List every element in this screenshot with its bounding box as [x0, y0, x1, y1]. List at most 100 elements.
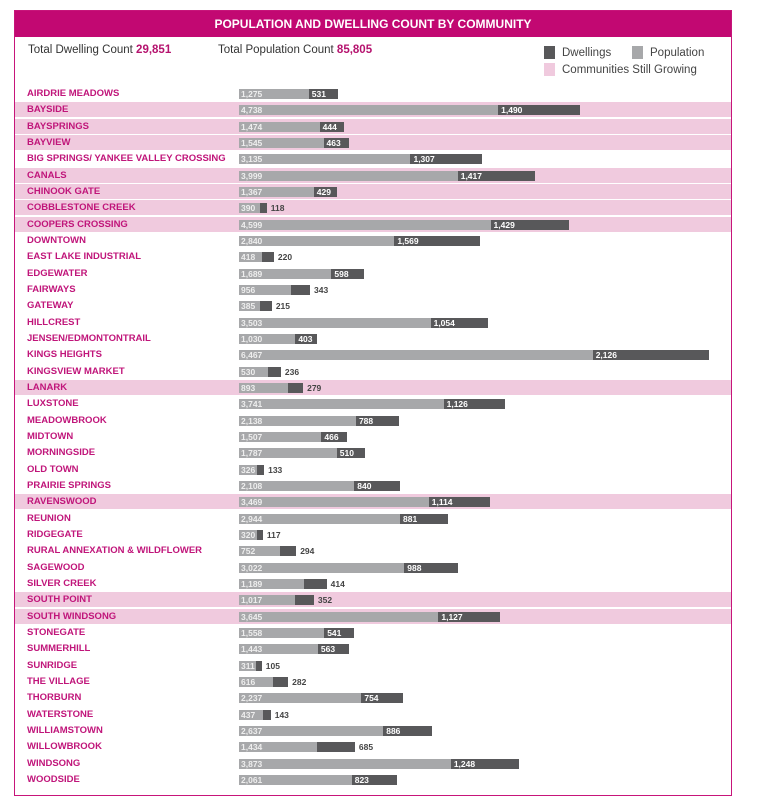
- community-label: WATERSTONE: [27, 708, 94, 720]
- dwellings-bar: 1,127: [438, 611, 500, 622]
- community-label: BAYVIEW: [27, 136, 71, 148]
- population-bar: 1,189: [239, 578, 305, 589]
- population-bar: 3,645: [239, 611, 439, 622]
- chart-row: BAYVIEW 1,545 463: [15, 134, 731, 150]
- chart-row: BIG SPRINGS/ YANKEE VALLEY CROSSING 3,135…: [15, 151, 731, 166]
- population-bar: 1,787: [239, 448, 337, 459]
- chart-row: FAIRWAYS 956 343: [15, 282, 731, 297]
- chart-row: GATEWAY 385 215: [15, 298, 731, 313]
- population-bar: 3,503: [239, 317, 431, 328]
- dwellings-bar: 510: [336, 448, 365, 459]
- community-label: MIDTOWN: [27, 430, 74, 442]
- dwellings-value-label: 685: [358, 742, 374, 753]
- dwellings-bar: 840: [354, 480, 401, 491]
- chart-row: REUNION 2,944 881: [15, 511, 731, 526]
- total-dwelling-count: Total Dwelling Count 29,851: [28, 44, 171, 56]
- chart-row: CHINOOK GATE 1,367 429: [15, 183, 731, 199]
- legend-dwellings: Dwellings: [544, 46, 611, 59]
- chart-row: RAVENSWOOD 3,469 1,114: [15, 494, 731, 510]
- chart-row: DOWNTOWN 2,840 1,569: [15, 233, 731, 248]
- community-label: SOUTH WINDSONG: [27, 610, 117, 622]
- dwellings-bar: 466: [321, 431, 347, 442]
- dwellings-value-label: 118: [270, 203, 285, 214]
- dwellings-bar: 886: [383, 725, 432, 736]
- legend-growing: Communities Still Growing: [544, 63, 697, 76]
- chart-row: MIDTOWN 1,507 466: [15, 429, 731, 444]
- dwellings-bar: 1,248: [450, 758, 520, 769]
- dwellings-bar: 1,114: [428, 497, 490, 508]
- dwellings-bar: 881: [400, 513, 449, 524]
- chart-row: MORNINGSIDE 1,787 510: [15, 445, 731, 460]
- community-label: THE VILLAGE: [27, 675, 90, 687]
- chart-row: WOODSIDE 2,061 823: [15, 772, 731, 787]
- community-label: WILLIAMSTOWN: [27, 724, 103, 736]
- dwellings-bar: [267, 366, 281, 377]
- population-bar: 2,237: [239, 693, 362, 704]
- community-label: HILLCREST: [27, 316, 81, 328]
- chart-row: WILLIAMSTOWN 2,637 886: [15, 723, 731, 738]
- population-bar: 4,738: [239, 105, 499, 116]
- population-bar: 1,275: [239, 89, 309, 99]
- growing-swatch: [544, 63, 555, 76]
- chart-row: BAYSIDE 4,738 1,490: [15, 102, 731, 118]
- community-label: KINGSVIEW MARKET: [27, 365, 125, 377]
- population-bar: 390: [239, 203, 261, 214]
- dwellings-value-label: 117: [266, 529, 281, 540]
- dwellings-bar: 1,417: [457, 170, 536, 181]
- community-label: EAST LAKE INDUSTRIAL: [27, 251, 141, 263]
- community-label: KINGS HEIGHTS: [27, 349, 102, 361]
- dwellings-bar: [260, 203, 267, 214]
- dwellings-bar: 754: [361, 693, 403, 704]
- chart-row: RIDGEGATE 320 117: [15, 527, 731, 542]
- community-label: BAYSPRINGS: [27, 120, 89, 132]
- community-label: RAVENSWOOD: [27, 496, 97, 508]
- population-bar: 530: [239, 366, 268, 377]
- dwellings-value-label: 143: [274, 709, 289, 720]
- dwellings-bar: [256, 660, 262, 671]
- population-bar: 320: [239, 529, 257, 540]
- dwellings-bar: [317, 742, 355, 753]
- community-label: REUNION: [27, 512, 71, 524]
- community-label: BAYSIDE: [27, 104, 69, 116]
- chart-row: RURAL ANNEXATION & WILDFLOWER 752 294: [15, 543, 731, 558]
- community-label: MEADOWBROOK: [27, 414, 107, 426]
- chart-row: COOPERS CROSSING 4,599 1,429: [15, 216, 731, 232]
- dwellings-value-label: 343: [314, 284, 329, 295]
- dwellings-value-label: 236: [284, 366, 300, 377]
- community-label: SUNRIDGE: [27, 659, 78, 671]
- chart-row: HILLCREST 3,503 1,054: [15, 315, 731, 330]
- population-bar: 385: [239, 301, 261, 312]
- dwellings-bar: [291, 284, 311, 295]
- chart-row: THORBURN 2,237 754: [15, 690, 731, 705]
- dwellings-value-label: 294: [300, 546, 315, 557]
- community-label: FAIRWAYS: [27, 283, 76, 295]
- community-label: THORBURN: [27, 692, 82, 704]
- population-bar: 1,507: [239, 431, 322, 442]
- population-bar: 3,741: [239, 399, 444, 410]
- dwellings-value-label: 215: [275, 301, 290, 312]
- population-bar: 3,999: [239, 170, 458, 181]
- dwellings-bar: 598: [331, 268, 365, 279]
- dwellings-bar: 788: [355, 415, 400, 426]
- dwellings-bar: [262, 709, 271, 720]
- community-label: RURAL ANNEXATION & WILDFLOWER: [27, 545, 203, 557]
- population-bar: 418: [239, 252, 262, 263]
- community-label: COBBLESTONE CREEK: [27, 202, 136, 214]
- population-bar: 3,873: [239, 758, 451, 769]
- population-bar: 1,017: [239, 595, 295, 606]
- population-bar: 752: [239, 546, 281, 557]
- dwellings-bar: 403: [295, 333, 318, 344]
- dwellings-bar: [256, 529, 263, 540]
- community-label: WILLOWBROOK: [27, 741, 102, 753]
- dwellings-bar: 1,054: [430, 317, 489, 328]
- dwellings-bar: [261, 252, 274, 263]
- dwellings-bar: [280, 546, 297, 557]
- population-bar: 2,061: [239, 774, 352, 785]
- chart-row: COBBLESTONE CREEK 390 118: [15, 200, 731, 216]
- population-bar: 2,138: [239, 415, 356, 426]
- population-bar: 956: [239, 284, 292, 295]
- community-label: JENSEN/EDMONTONTRAIL: [27, 332, 151, 344]
- legend-growing-label: Communities Still Growing: [562, 63, 697, 76]
- population-bar: 3,022: [239, 562, 405, 573]
- chart-row: WATERSTONE 437 143: [15, 707, 731, 722]
